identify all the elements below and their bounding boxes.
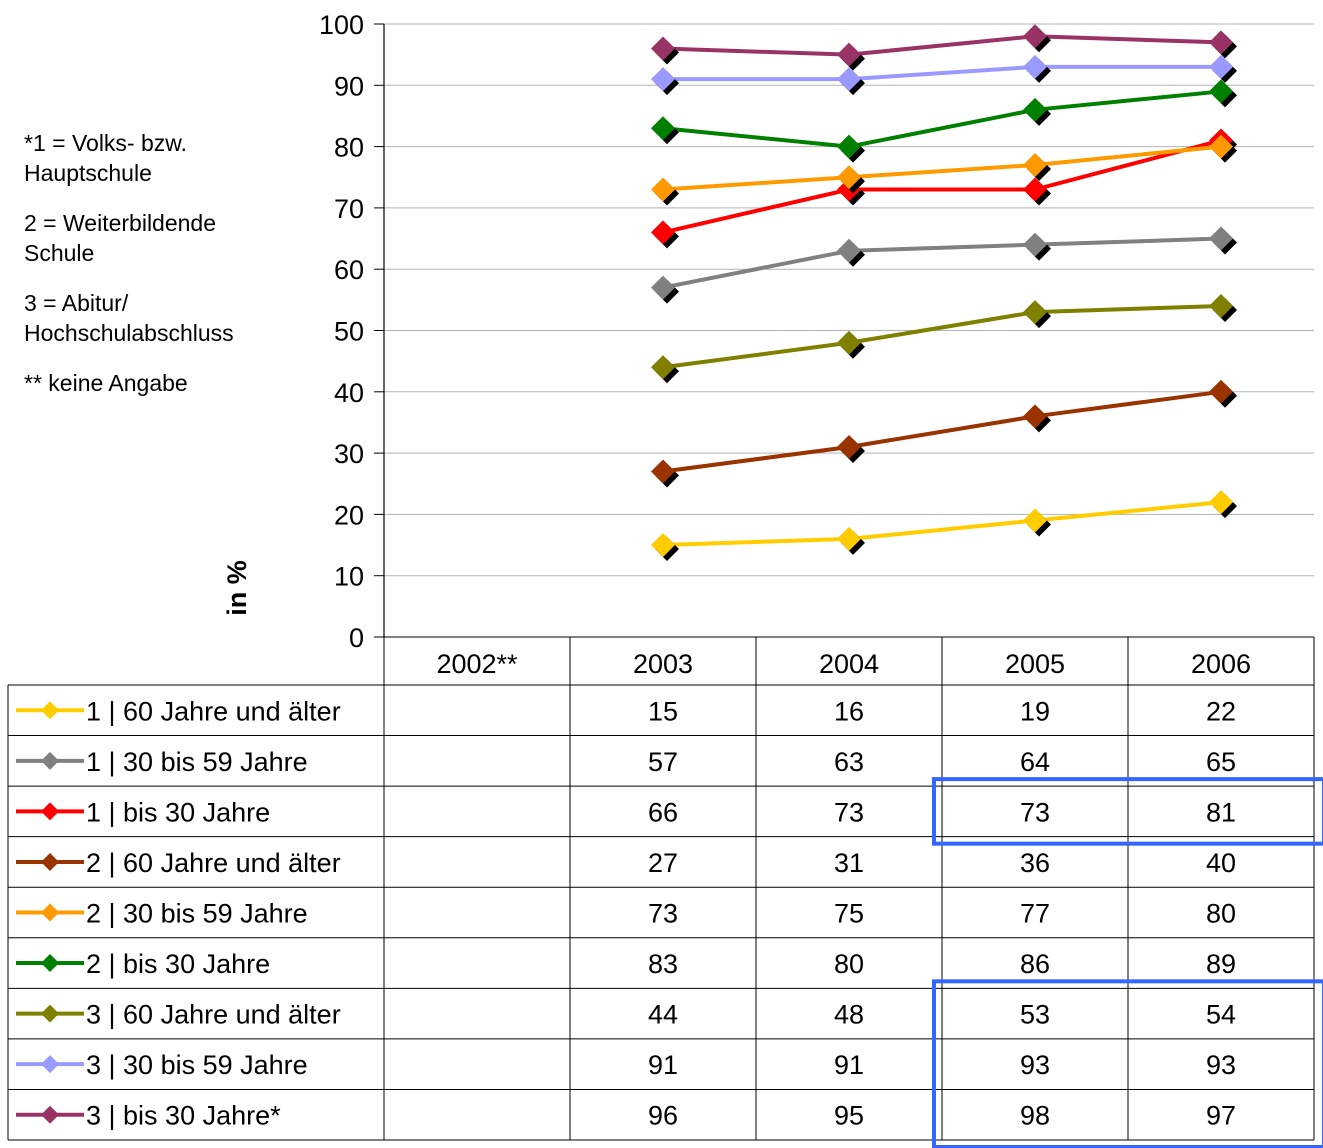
legend-entry: 3 | bis 30 Jahre* xyxy=(16,1101,281,1131)
series xyxy=(651,227,1237,304)
table-cell-value: 95 xyxy=(834,1101,864,1131)
legend-entry: 1 | 30 bis 59 Jahre xyxy=(16,747,308,777)
x-category-label: 2006 xyxy=(1191,649,1251,679)
legend-entry: 2 | 30 bis 59 Jahre xyxy=(16,899,308,929)
table-cell-value: 96 xyxy=(648,1101,678,1131)
y-axis-title: in % xyxy=(222,560,252,616)
series-line xyxy=(663,36,1221,54)
legend-entry: 2 | 60 Jahre und älter xyxy=(16,848,341,878)
legend-entry: 1 | bis 30 Jahre xyxy=(16,797,270,827)
table-cell-value: 73 xyxy=(834,797,864,827)
table-cell-value: 83 xyxy=(648,949,678,979)
legend-marker xyxy=(41,1005,59,1023)
y-tick-label: 100 xyxy=(319,10,364,40)
table-cell-value: 93 xyxy=(1020,1050,1050,1080)
legend-marker xyxy=(41,1106,59,1124)
legend-label: 2 | bis 30 Jahre xyxy=(86,949,270,979)
table-cell-value: 91 xyxy=(834,1050,864,1080)
x-category-label: 2004 xyxy=(819,649,879,679)
legend-marker xyxy=(41,701,59,719)
table-cell-value: 89 xyxy=(1206,949,1236,979)
table-cell-value: 77 xyxy=(1020,899,1050,929)
table-cell-value: 73 xyxy=(648,899,678,929)
table-cell-value: 75 xyxy=(834,899,864,929)
table-cell-value: 73 xyxy=(1020,797,1050,827)
table-cell-value: 15 xyxy=(648,696,678,726)
legend-marker xyxy=(41,904,59,922)
table-cell-value: 57 xyxy=(648,747,678,777)
series xyxy=(651,135,1237,206)
x-category-label: 2002** xyxy=(436,649,518,679)
legend-marker xyxy=(41,853,59,871)
series-line xyxy=(663,67,1221,79)
legend-label: 3 | 60 Jahre und älter xyxy=(86,1000,341,1030)
legend-label: 1 | 30 bis 59 Jahre xyxy=(86,747,308,777)
table-cell-value: 91 xyxy=(648,1050,678,1080)
series xyxy=(651,55,1237,95)
series xyxy=(651,24,1237,70)
table-cell-value: 65 xyxy=(1206,747,1236,777)
table-cell-value: 36 xyxy=(1020,848,1050,878)
y-tick-label: 0 xyxy=(349,623,364,653)
legend-marker xyxy=(41,1055,59,1073)
y-tick-label: 50 xyxy=(334,317,364,347)
y-tick-label: 20 xyxy=(334,500,364,530)
table-cell-value: 44 xyxy=(648,1000,678,1030)
series-line xyxy=(663,392,1221,472)
series-line xyxy=(663,147,1221,190)
y-tick-label: 60 xyxy=(334,255,364,285)
table-cell-value: 54 xyxy=(1206,1000,1236,1030)
table-cell-value: 16 xyxy=(834,696,864,726)
table-cell-value: 40 xyxy=(1206,848,1236,878)
y-tick-label: 40 xyxy=(334,378,364,408)
table-cell-value: 98 xyxy=(1020,1101,1050,1131)
table-cell-value: 63 xyxy=(834,747,864,777)
table-cell-value: 53 xyxy=(1020,1000,1050,1030)
table-cell-value: 66 xyxy=(648,797,678,827)
series xyxy=(651,380,1237,488)
legend-label: 3 | bis 30 Jahre* xyxy=(86,1101,281,1131)
y-tick-label: 70 xyxy=(334,194,364,224)
legend-marker xyxy=(41,954,59,972)
legend-entry: 1 | 60 Jahre und älter xyxy=(16,696,341,726)
y-tick-label: 80 xyxy=(334,133,364,163)
legend-entry: 2 | bis 30 Jahre xyxy=(16,949,270,979)
table-cell-value: 31 xyxy=(834,848,864,878)
series-line xyxy=(663,502,1221,545)
table-cell-value: 80 xyxy=(834,949,864,979)
legend-marker xyxy=(41,752,59,770)
table-cell-value: 48 xyxy=(834,1000,864,1030)
table-cell-value: 80 xyxy=(1206,899,1236,929)
legend-entry: 3 | 30 bis 59 Jahre xyxy=(16,1050,308,1080)
legend-label: 2 | 60 Jahre und älter xyxy=(86,848,341,878)
series-line xyxy=(663,306,1221,367)
table-cell-value: 86 xyxy=(1020,949,1050,979)
y-tick-label: 30 xyxy=(334,439,364,469)
legend-label: 1 | bis 30 Jahre xyxy=(86,797,270,827)
table-cell-value: 97 xyxy=(1206,1101,1236,1131)
table-cell-value: 93 xyxy=(1206,1050,1236,1080)
legend-label: 3 | 30 bis 59 Jahre xyxy=(86,1050,308,1080)
y-tick-label: 10 xyxy=(334,562,364,592)
legend-label: 2 | 30 bis 59 Jahre xyxy=(86,899,308,929)
series xyxy=(651,79,1237,162)
table-cell-value: 64 xyxy=(1020,747,1050,777)
table-cell-value: 27 xyxy=(648,848,678,878)
y-tick-label: 90 xyxy=(334,71,364,101)
series-line xyxy=(663,91,1221,146)
legend-marker xyxy=(41,802,59,820)
series xyxy=(651,294,1237,383)
series-line xyxy=(663,239,1221,288)
x-category-label: 2005 xyxy=(1005,649,1065,679)
legend-label: 1 | 60 Jahre und älter xyxy=(86,696,341,726)
series xyxy=(651,490,1237,561)
table-cell-value: 22 xyxy=(1206,696,1236,726)
table-cell-value: 19 xyxy=(1020,696,1050,726)
legend-entry: 3 | 60 Jahre und älter xyxy=(16,1000,341,1030)
x-category-label: 2003 xyxy=(633,649,693,679)
table-cell-value: 81 xyxy=(1206,797,1236,827)
